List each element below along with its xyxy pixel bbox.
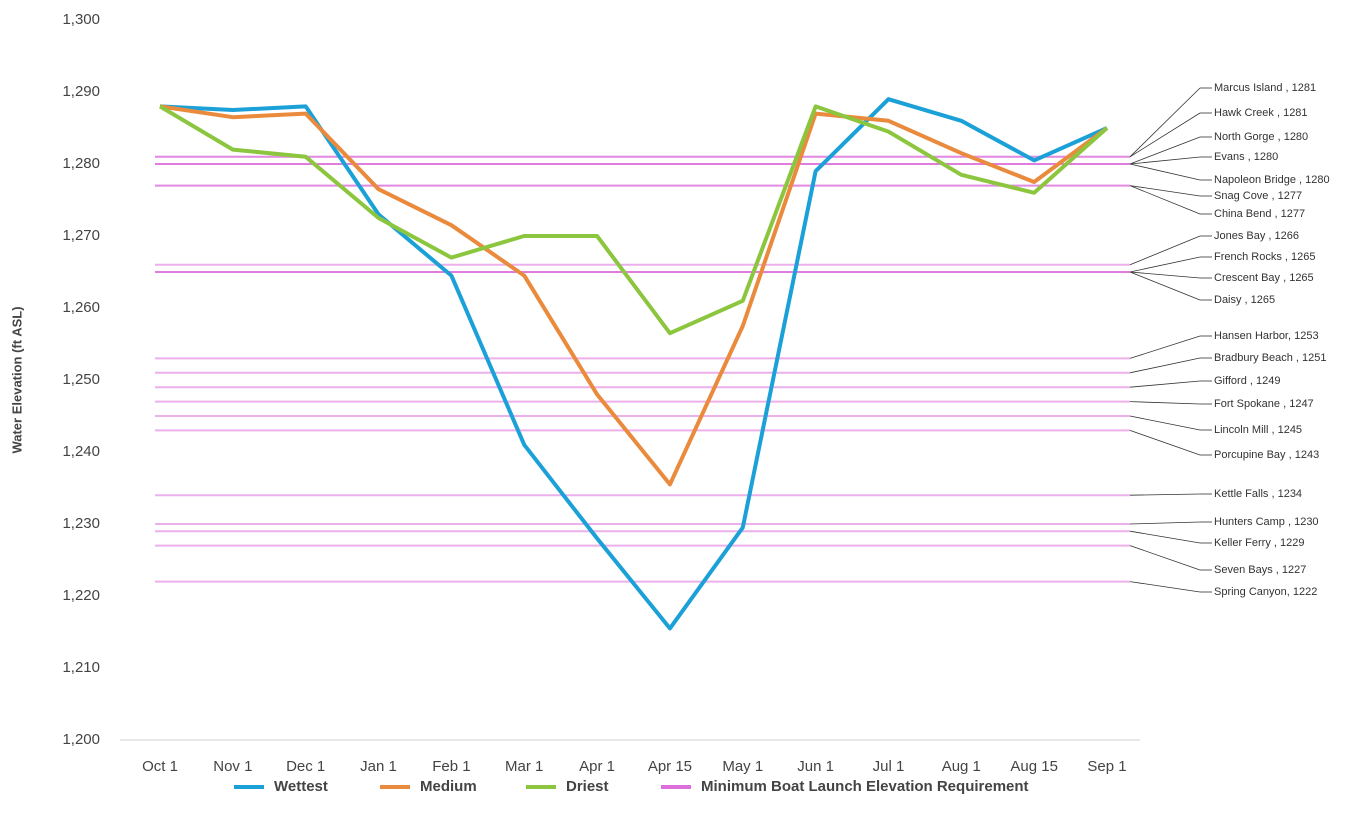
- leader-line: [1129, 271, 1201, 279]
- leader-line: [1129, 235, 1201, 266]
- leader-line: [1129, 271, 1201, 301]
- x-tick-label: Aug 15: [1010, 758, 1058, 775]
- site-label: Lincoln Mill , 1245: [1214, 424, 1302, 436]
- site-label: Hunters Camp , 1230: [1214, 516, 1319, 528]
- leader-line: [1129, 112, 1201, 158]
- site-label: French Rocks , 1265: [1214, 251, 1316, 263]
- site-label: Evans , 1280: [1214, 151, 1278, 163]
- leader-line: [1129, 493, 1201, 496]
- leader-line: [1129, 87, 1201, 158]
- site-label: Gifford , 1249: [1214, 375, 1280, 387]
- x-tick-label: Jun 1: [797, 758, 834, 775]
- site-label: Seven Bays , 1227: [1214, 564, 1306, 576]
- legend-label: Minimum Boat Launch Elevation Requiremen…: [701, 778, 1029, 795]
- x-tick-label: Mar 1: [505, 758, 543, 775]
- x-tick-label: Jan 1: [360, 758, 397, 775]
- legend-label: Driest: [566, 778, 609, 795]
- x-tick-label: Feb 1: [432, 758, 470, 775]
- leader-line: [1129, 156, 1201, 165]
- x-tick-label: Aug 1: [942, 758, 981, 775]
- leader-line: [1129, 415, 1201, 431]
- y-axis-label: Water Elevation (ft ASL): [9, 306, 24, 453]
- leader-line: [1129, 185, 1201, 197]
- site-label: Bradbury Beach , 1251: [1214, 352, 1327, 364]
- site-label: Snag Cove , 1277: [1214, 190, 1302, 202]
- site-label: Keller Ferry , 1229: [1214, 537, 1304, 549]
- leader-line: [1129, 545, 1201, 571]
- y-tick-label: 1,280: [62, 155, 100, 172]
- site-label: Hawk Creek , 1281: [1214, 107, 1308, 119]
- site-label: China Bend , 1277: [1214, 208, 1305, 220]
- series-line: [158, 104, 1109, 336]
- y-tick-label: 1,270: [62, 227, 100, 244]
- series-line: [159, 97, 1108, 631]
- leader-line: [1129, 357, 1201, 374]
- y-tick-label: 1,220: [62, 587, 100, 604]
- site-label: Marcus Island , 1281: [1214, 82, 1316, 94]
- x-tick-label: Apr 15: [648, 758, 692, 775]
- site-label: Spring Canyon, 1222: [1214, 586, 1317, 598]
- site-label: Napoleon Bridge , 1280: [1214, 174, 1330, 186]
- y-tick-label: 1,260: [62, 299, 100, 316]
- y-tick-label: 1,240: [62, 443, 100, 460]
- leader-line: [1129, 136, 1201, 165]
- site-label: Crescent Bay , 1265: [1214, 272, 1314, 284]
- leader-line: [1129, 430, 1201, 456]
- leader-line: [1129, 581, 1201, 593]
- x-tick-label: Dec 1: [286, 758, 325, 775]
- y-tick-label: 1,300: [62, 11, 100, 28]
- site-label: Fort Spokane , 1247: [1214, 398, 1314, 410]
- x-tick-label: Sep 1: [1087, 758, 1126, 775]
- x-tick-label: Nov 1: [213, 758, 252, 775]
- series-line: [159, 104, 1109, 487]
- legend-label: Medium: [420, 778, 477, 795]
- site-label: Porcupine Bay , 1243: [1214, 449, 1319, 461]
- legend-label: Wettest: [274, 778, 328, 795]
- leader-line: [1129, 163, 1201, 181]
- y-tick-label: 1,200: [62, 731, 100, 748]
- leader-line: [1129, 256, 1201, 273]
- leader-line: [1129, 530, 1201, 544]
- site-label: Kettle Falls , 1234: [1214, 488, 1302, 500]
- x-tick-label: Apr 1: [579, 758, 615, 775]
- site-label: North Gorge , 1280: [1214, 131, 1308, 143]
- y-tick-label: 1,230: [62, 515, 100, 532]
- y-tick-label: 1,290: [62, 83, 100, 100]
- x-tick-label: Jul 1: [873, 758, 905, 775]
- x-tick-label: Oct 1: [142, 758, 178, 775]
- leader-line: [1129, 185, 1201, 215]
- leader-line: [1129, 380, 1201, 388]
- site-label: Hansen Harbor, 1253: [1214, 330, 1319, 342]
- leader-line: [1129, 335, 1201, 359]
- y-tick-label: 1,250: [62, 371, 100, 388]
- leader-line: [1129, 401, 1201, 405]
- y-tick-label: 1,210: [62, 659, 100, 676]
- leader-line: [1129, 521, 1201, 525]
- x-tick-label: May 1: [722, 758, 763, 775]
- site-label: Jones Bay , 1266: [1214, 230, 1299, 242]
- site-label: Daisy , 1265: [1214, 294, 1275, 306]
